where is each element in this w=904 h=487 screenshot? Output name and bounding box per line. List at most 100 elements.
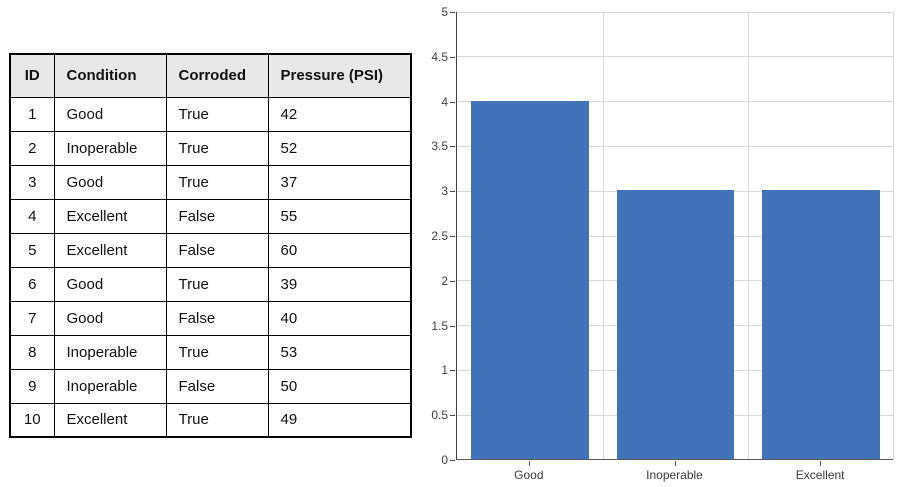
table-row: 6 Good True 39	[9, 266, 412, 302]
table-cell: 5	[9, 232, 55, 268]
table-cell: 39	[267, 266, 412, 302]
data-table-container: ID Condition Corroded Pressure (PSI) 1 Good T…	[9, 53, 412, 438]
chart-plot-area	[456, 11, 894, 460]
y-axis-tick-label: 3.5	[431, 139, 448, 154]
table-cell: 3	[9, 164, 55, 200]
x-axis-category-label: Good	[514, 468, 544, 482]
table-body: 1 Good True 42 2 Inoperable True 52 3 Good True 37 4…	[9, 96, 412, 438]
y-axis-tick	[450, 236, 455, 237]
bar	[762, 190, 881, 459]
table-head: ID Condition Corroded Pressure (PSI)	[9, 53, 412, 98]
v-gridline	[893, 12, 894, 459]
h-gridline	[457, 11, 893, 13]
table-cell: True	[165, 130, 269, 166]
table-row: 8 Inoperable True 53	[9, 334, 412, 370]
table-cell: 42	[267, 96, 412, 132]
table-cell: 37	[267, 164, 412, 200]
table-cell: False	[165, 198, 269, 234]
table-cell: 6	[9, 266, 55, 302]
table-cell: 55	[267, 198, 412, 234]
x-axis-tick	[820, 461, 822, 466]
y-axis-tick-label: 0.5	[431, 408, 448, 423]
y-axis-tick	[450, 325, 455, 327]
table-cell: 49	[267, 402, 412, 438]
table-row: 7 Good False 40	[9, 300, 412, 336]
y-axis-tick	[450, 146, 455, 148]
table-cell: False	[165, 232, 269, 268]
table-row: 5 Excellent False 60	[9, 232, 412, 268]
table-cell: 53	[267, 334, 412, 370]
table-cell: 9	[9, 368, 55, 404]
table-cell: Inoperable	[53, 130, 167, 166]
table-cell: 1	[9, 96, 55, 132]
table-row: 3 Good True 37	[9, 164, 412, 200]
bar	[616, 190, 735, 459]
y-axis-tick-label: 2	[441, 273, 448, 288]
table-cell: True	[165, 164, 269, 200]
table-cell: 40	[267, 300, 412, 336]
bar	[470, 100, 589, 459]
table-header-cell: Corroded	[165, 53, 269, 98]
y-axis-tick-label: 0	[441, 453, 448, 467]
table-cell: False	[165, 368, 269, 404]
x-axis-category-label: Inoperable	[646, 468, 703, 482]
table-cell: Excellent	[53, 402, 167, 438]
table-row: 4 Excellent False 55	[9, 198, 412, 234]
table-cell: 60	[267, 232, 412, 268]
table-row: 2 Inoperable True 52	[9, 130, 412, 166]
table-cell: True	[165, 402, 269, 438]
y-axis-tick	[450, 56, 455, 58]
table-cell: Excellent	[53, 232, 167, 268]
table-header-row: ID Condition Corroded Pressure (PSI)	[9, 53, 412, 98]
table-row: 1 Good True 42	[9, 96, 412, 132]
table-cell: False	[165, 300, 269, 336]
table-cell: Inoperable	[53, 334, 167, 370]
y-axis-tick-label: 4.5	[431, 49, 448, 64]
y-axis-tick	[450, 280, 455, 282]
table-cell: 4	[9, 198, 55, 234]
h-gridline	[457, 145, 893, 147]
v-gridline	[748, 12, 750, 459]
y-axis-tick-label: 3	[441, 184, 448, 199]
v-gridline	[602, 12, 604, 459]
bar-chart: 0 0.5 1 1.5 2 2.5 3 3.5 4 4.5 5 Good Inoperable Exce…	[430, 0, 904, 487]
table-cell: Good	[53, 96, 167, 132]
table-cell: 10	[9, 402, 55, 438]
table-header-cell: Pressure (PSI)	[267, 53, 412, 98]
y-axis-tick	[450, 460, 455, 461]
x-axis-tick	[528, 461, 530, 466]
table-cell: 8	[9, 334, 55, 370]
table-cell: Inoperable	[53, 368, 167, 404]
y-axis-tick	[450, 370, 455, 372]
table-cell: 2	[9, 130, 55, 166]
x-axis-category-label: Excellent	[795, 468, 845, 482]
y-axis-tick	[450, 12, 455, 13]
h-gridline	[457, 101, 893, 103]
table-header-cell: ID	[9, 53, 55, 98]
x-axis-tick	[674, 461, 676, 466]
table-cell: True	[165, 334, 269, 370]
table-cell: Good	[53, 266, 167, 302]
y-axis-tick-label: 4	[441, 94, 448, 109]
table-row: 10 Excellent True 49	[9, 402, 412, 438]
y-axis-tick	[450, 415, 455, 417]
y-axis-tick-label: 2.5	[431, 229, 448, 243]
table-cell: Good	[53, 300, 167, 336]
table-cell: True	[165, 96, 269, 132]
table-row: 9 Inoperable False 50	[9, 368, 412, 404]
table-cell: 50	[267, 368, 412, 404]
table-cell: Excellent	[53, 198, 167, 234]
h-gridline	[457, 56, 893, 58]
y-axis-tick-label: 1	[441, 363, 448, 378]
data-table: ID Condition Corroded Pressure (PSI) 1 Good T…	[9, 53, 412, 438]
table-header-cell: Condition	[53, 53, 167, 98]
y-axis-tick-label: 1.5	[431, 318, 448, 333]
y-axis-tick	[450, 101, 455, 103]
table-cell: 52	[267, 130, 412, 166]
table-cell: 7	[9, 300, 55, 336]
table-cell: Good	[53, 164, 167, 200]
table-cell: True	[165, 266, 269, 302]
y-axis-tick	[450, 191, 455, 193]
y-axis-tick-label: 5	[441, 5, 448, 19]
